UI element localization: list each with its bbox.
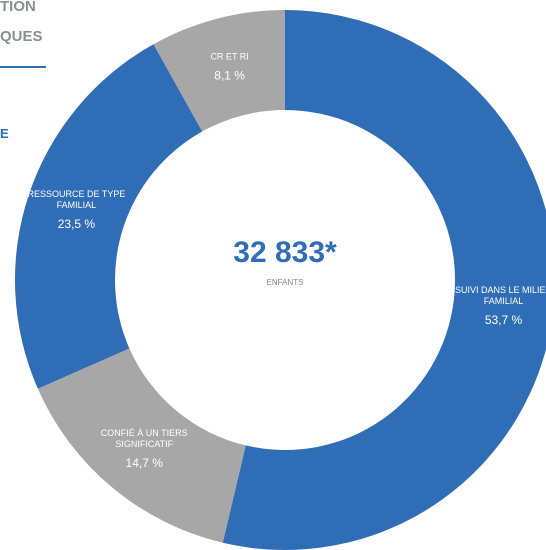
page: TION QUES E 32 833* ENFANTS SUIVI DANS L… bbox=[0, 0, 546, 550]
value-label: 8,1 % bbox=[175, 69, 285, 83]
value-label: 23,5 % bbox=[21, 217, 131, 231]
center-label: ENFANTS bbox=[267, 278, 304, 287]
segment-label: SUIVI DANS LE MILIEU FAMILIAL 53,7 % bbox=[449, 285, 546, 327]
segment-label: CR ET RI 8,1 % bbox=[175, 52, 285, 83]
segment-label: CONFIÉ À UN TIERS SIGNIFICATIF 14,7 % bbox=[89, 428, 199, 470]
segment-label: RESSOURCE DE TYPE FAMILIAL 23,5 % bbox=[21, 189, 131, 231]
category-label: RESSOURCE DE TYPE FAMILIAL bbox=[21, 189, 131, 211]
category-label: CR ET RI bbox=[175, 52, 285, 63]
value-label: 53,7 % bbox=[449, 313, 546, 327]
value-label: 14,7 % bbox=[89, 456, 199, 470]
center-value: 32 833* bbox=[233, 236, 337, 269]
category-label: SUIVI DANS LE MILIEU FAMILIAL bbox=[449, 285, 546, 307]
category-label: CONFIÉ À UN TIERS SIGNIFICATIF bbox=[89, 428, 199, 450]
